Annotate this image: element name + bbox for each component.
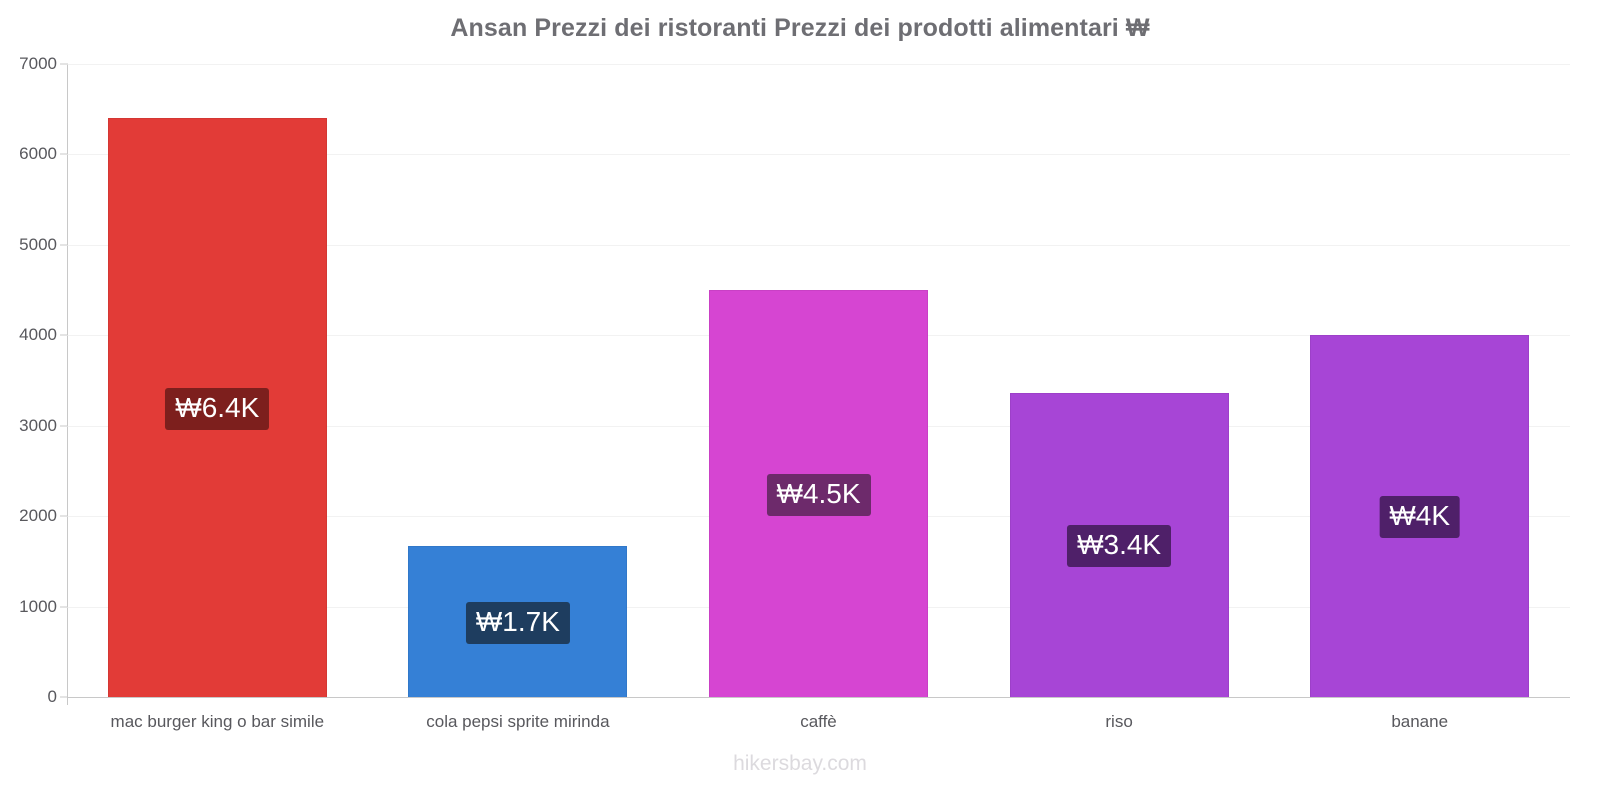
bar-value-label: ₩4.5K	[766, 473, 871, 516]
y-axis-tick-mark	[60, 153, 68, 155]
bar[interactable]: ₩4K	[1310, 335, 1530, 697]
y-axis-tick-mark	[60, 244, 68, 246]
y-axis-tick-mark	[60, 334, 68, 336]
y-axis-tick-mark	[60, 606, 68, 608]
y-axis-tick-label: 7000	[19, 54, 57, 73]
y-axis-tick-label: 5000	[19, 234, 57, 254]
plot-area: ₩6.4K ₩1.7K ₩4.5K ₩3.4K ₩4K	[67, 64, 1570, 697]
y-axis-tick-mark	[60, 696, 68, 698]
bar[interactable]: ₩3.4K	[1009, 393, 1229, 697]
bar-value-label: ₩3.4K	[1067, 525, 1172, 568]
gridline	[67, 244, 1570, 246]
y-axis-tick-label: 0	[47, 687, 57, 706]
y-axis-tick-mark	[60, 515, 68, 517]
bar[interactable]: ₩1.7K	[408, 545, 628, 697]
bar[interactable]: ₩6.4K	[107, 118, 327, 697]
y-axis-tick-label: 4000	[19, 325, 57, 345]
bar[interactable]: ₩4.5K	[709, 290, 928, 697]
x-axis-tick-label: caffè	[800, 712, 837, 731]
bar-value-label: ₩1.7K	[465, 601, 570, 644]
bar-value-label: ₩4K	[1379, 496, 1461, 539]
y-axis-line	[67, 64, 68, 698]
y-axis-tick-label: 3000	[19, 415, 57, 435]
x-axis-tick-label: banane	[1391, 712, 1449, 731]
gridline	[67, 64, 1570, 65]
y-axis-tick-mark	[60, 63, 68, 65]
y-axis-tick-label: 2000	[19, 506, 57, 526]
y-axis-tick-label: 1000	[19, 596, 57, 616]
y-axis-tick-mark	[60, 425, 68, 427]
footer-credit: hikersbay.com	[733, 752, 867, 775]
x-axis-tick-label: mac burger king o bar simile	[110, 712, 325, 731]
x-axis-line	[67, 697, 1570, 698]
x-axis-tick-mark	[67, 697, 68, 705]
bar-fill	[1009, 393, 1229, 697]
x-axis-tick-label: riso	[1105, 712, 1133, 731]
y-axis-tick-label: 6000	[19, 144, 57, 164]
bar-value-label: ₩6.4K	[165, 387, 270, 430]
page-title: Ansan Prezzi dei ristoranti Prezzi dei p…	[450, 14, 1150, 42]
x-axis-tick-label: cola pepsi sprite mirinda	[426, 712, 610, 731]
gridline	[67, 154, 1570, 156]
